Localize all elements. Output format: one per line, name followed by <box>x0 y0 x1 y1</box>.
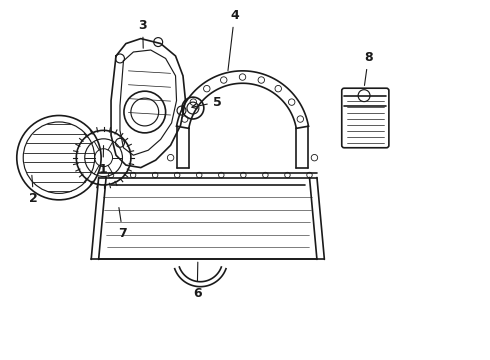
Text: 2: 2 <box>29 175 38 205</box>
Text: 7: 7 <box>119 208 127 240</box>
Text: 3: 3 <box>138 19 147 48</box>
Text: 8: 8 <box>364 51 373 85</box>
Text: 5: 5 <box>192 95 221 109</box>
Text: 4: 4 <box>228 9 239 71</box>
Text: 1: 1 <box>98 145 107 176</box>
FancyBboxPatch shape <box>342 88 389 148</box>
Text: 6: 6 <box>193 262 201 300</box>
